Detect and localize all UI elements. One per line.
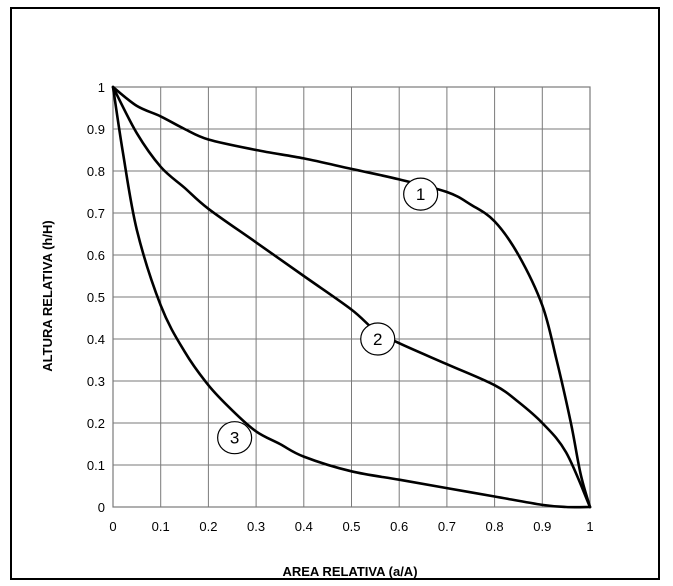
y-tick-label: 0.3 [87, 374, 105, 389]
x-tick-label: 0.2 [199, 519, 217, 534]
chart-tick-labels: 0 0.1 0.2 0.3 0.4 0.5 0.6 0.7 0.8 0.9 1 0 0.1 0.2 0.3 0… [87, 80, 594, 534]
x-tick-label: 0 [109, 519, 116, 534]
y-tick-label: 0 [98, 500, 105, 515]
x-tick-label: 0.1 [152, 519, 170, 534]
x-tick-label: 0.7 [438, 519, 456, 534]
x-tick-label: 1 [586, 519, 593, 534]
curve-label-circle-3 [217, 421, 253, 455]
curve-label-3: 3 [230, 429, 239, 448]
chart-frame [10, 7, 660, 580]
curve-label-circle-2 [360, 322, 396, 356]
y-tick-label: 0.7 [87, 206, 105, 221]
x-tick-label: 0.6 [390, 519, 408, 534]
curve-label-1: 1 [416, 185, 425, 204]
x-tick-label: 0.8 [486, 519, 504, 534]
y-axis-title: ALTURA RELATIVA (h/H) [40, 220, 55, 371]
y-tick-label: 0.2 [87, 416, 105, 431]
series-line-3 [111, 85, 592, 509]
y-tick-label: 0.1 [87, 458, 105, 473]
y-tick-label: 0.5 [87, 290, 105, 305]
y-tick-label: 0.4 [87, 332, 105, 347]
y-tick-label: 0.9 [87, 122, 105, 137]
x-tick-label: 0.4 [295, 519, 313, 534]
x-tick-label: 0.5 [342, 519, 360, 534]
series-line-2 [111, 85, 592, 509]
chart-grid [112, 86, 591, 508]
plot-area-border [112, 86, 591, 508]
curve-label-circle-1 [403, 177, 439, 211]
x-tick-label: 0.9 [533, 519, 551, 534]
y-tick-label: 0.6 [87, 248, 105, 263]
x-axis-title: AREA RELATIVA (a/A) [282, 564, 417, 579]
y-tick-label: 1 [98, 80, 105, 95]
y-tick-label: 0.8 [87, 164, 105, 179]
curve-label-2: 2 [373, 330, 382, 349]
x-tick-label: 0.3 [247, 519, 265, 534]
chart-curve-labels: 1 2 3 [217, 177, 439, 455]
